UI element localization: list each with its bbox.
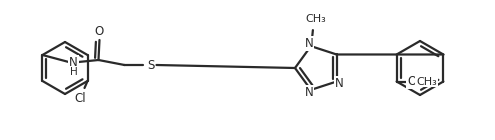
Text: Cl: Cl [75,92,86,104]
Text: S: S [147,59,154,72]
Text: N: N [335,77,344,90]
Text: N: N [69,55,78,68]
Text: N: N [304,86,313,99]
Text: O: O [407,75,416,88]
Text: O: O [95,24,104,38]
Text: CH₃: CH₃ [305,14,326,24]
Text: CH₃: CH₃ [416,76,437,87]
Text: H: H [70,67,77,77]
Text: N: N [304,37,313,50]
